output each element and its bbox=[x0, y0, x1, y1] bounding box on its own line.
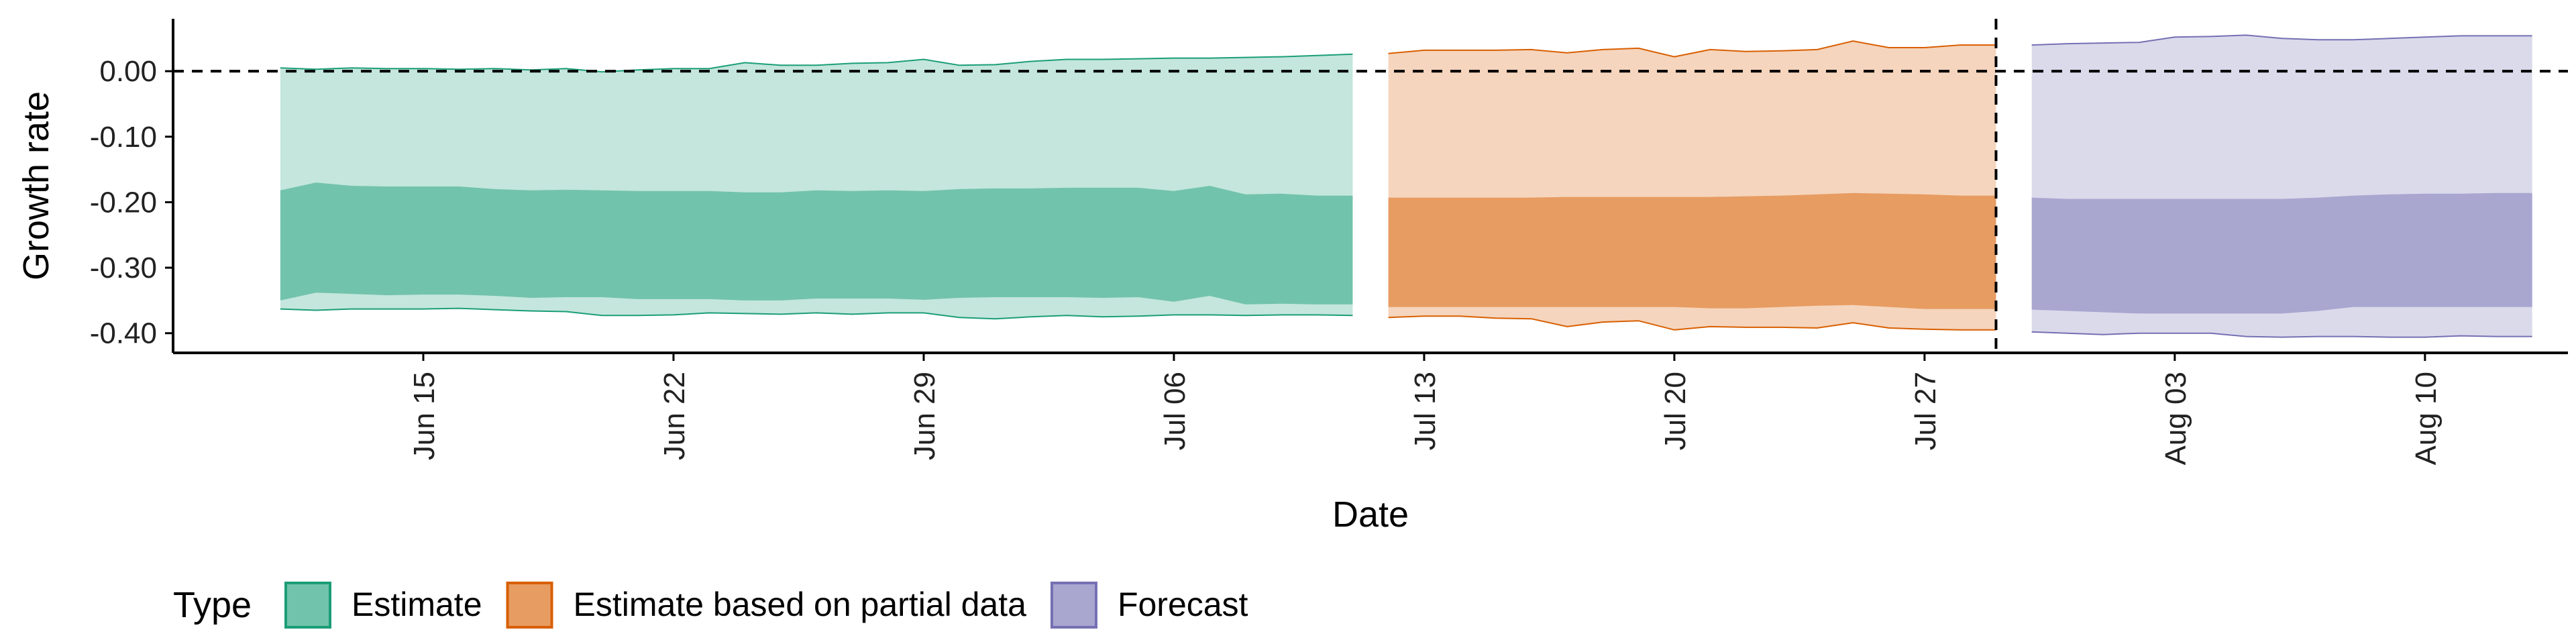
x-tick-label: Jul 27 bbox=[1909, 372, 1942, 450]
band-50-forecast bbox=[2031, 193, 2532, 314]
x-tick-label: Jun 15 bbox=[408, 372, 441, 460]
x-tick-label: Aug 10 bbox=[2410, 372, 2443, 465]
band-50-estimate bbox=[280, 182, 1353, 305]
band-50-estimate-based-on-partial-data bbox=[1388, 193, 1996, 309]
band-90-upper-edge-forecast bbox=[2031, 34, 2532, 46]
x-tick-label: Jun 22 bbox=[658, 372, 691, 460]
y-tick-label: 0.00 bbox=[99, 55, 157, 88]
legend-title: Type bbox=[173, 585, 252, 625]
legend-swatch-estimate bbox=[284, 582, 331, 629]
legend-label-estimate: Estimate bbox=[352, 586, 482, 623]
legend-label-forecast: Forecast bbox=[1118, 586, 1248, 623]
x-tick-label: Jul 13 bbox=[1409, 372, 1442, 450]
x-tick-label: Jul 20 bbox=[1659, 372, 1692, 450]
reference-lines bbox=[173, 19, 2568, 353]
y-tick-label: -0.10 bbox=[90, 121, 157, 154]
x-axis-title: Date bbox=[1332, 494, 1409, 535]
band-90-lower-edge-estimate-based-on-partial-data bbox=[1388, 315, 1996, 331]
y-tick-label: -0.20 bbox=[90, 186, 157, 219]
x-tick-label: Aug 03 bbox=[2159, 372, 2192, 465]
band-90-upper-edge-estimate bbox=[280, 53, 1353, 73]
legend: Type Estimate Estimate based on partial d… bbox=[173, 582, 1248, 629]
legend-swatch-forecast bbox=[1050, 582, 1097, 629]
band-90-upper-edge-estimate-based-on-partial-data bbox=[1388, 40, 1996, 58]
bands-layer bbox=[280, 34, 2532, 338]
band-90-lower-edge-forecast bbox=[2031, 331, 2532, 338]
axes-layer: 0.00 -0.10 -0.20 -0.30 -0.40 Jun 15 Jun 22 Jun … bbox=[90, 19, 2568, 465]
y-tick-label: -0.30 bbox=[90, 252, 157, 284]
band-90-lower-edge-estimate bbox=[280, 307, 1353, 320]
y-tick-label: -0.40 bbox=[90, 317, 157, 350]
legend-label-estimate-based-on-partial-data: Estimate based on partial data bbox=[574, 586, 1027, 623]
x-tick-label: Jun 29 bbox=[908, 372, 941, 460]
x-tick-label: Jul 06 bbox=[1159, 372, 1191, 450]
legend-swatch-estimate-based-on-partial-data bbox=[506, 582, 553, 629]
y-axis-title: Growth rate bbox=[16, 91, 56, 280]
